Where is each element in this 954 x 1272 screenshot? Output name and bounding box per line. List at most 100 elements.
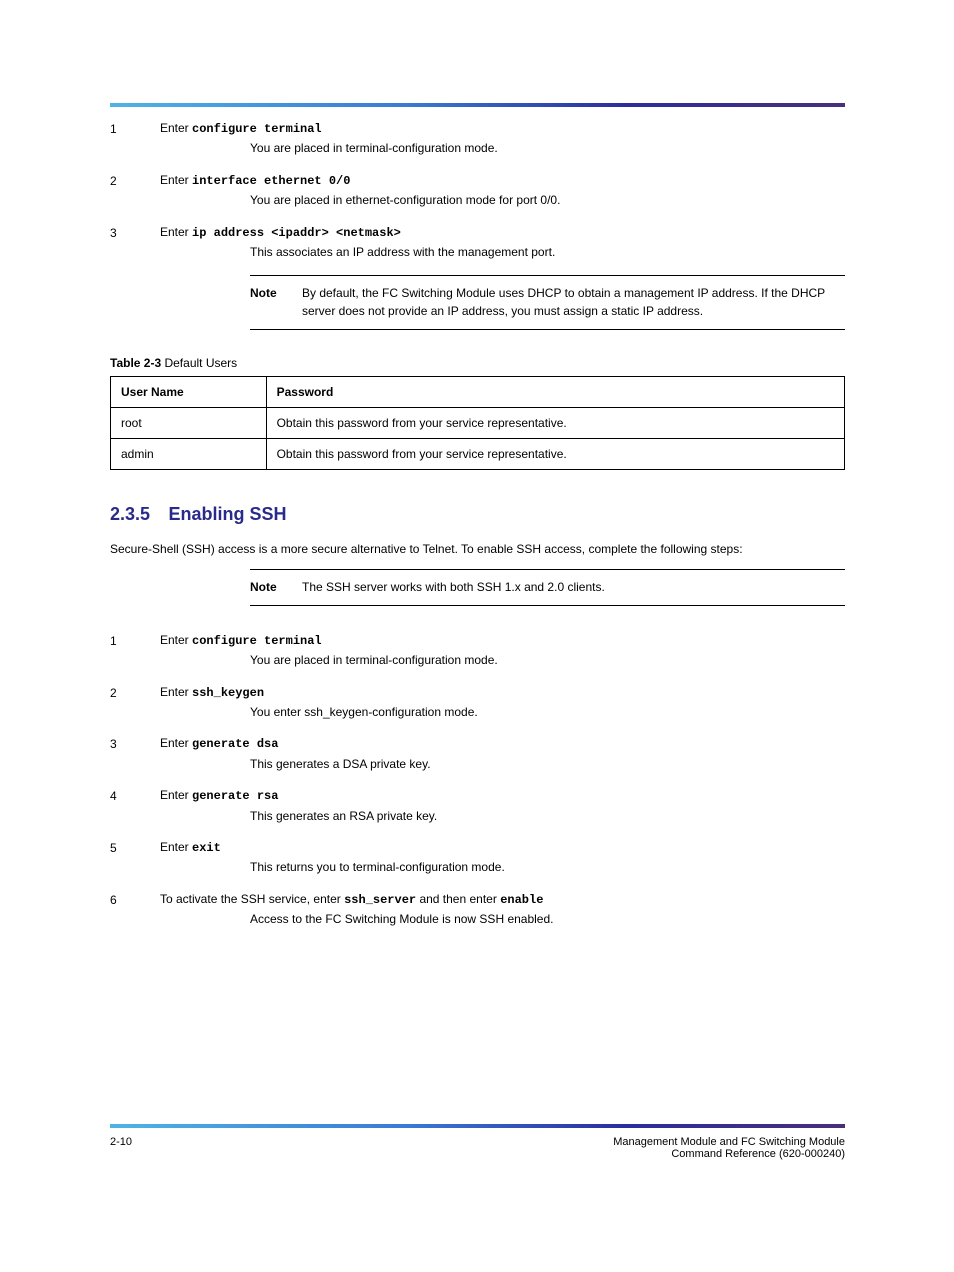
note-rule-bottom bbox=[250, 329, 845, 330]
step-num-text: 2 bbox=[110, 686, 117, 700]
note-body: The SSH server works with both SSH 1.x a… bbox=[302, 579, 845, 596]
step-text: Enter exit bbox=[160, 839, 845, 857]
step-row: 1 Enter configure terminal bbox=[110, 632, 845, 650]
step-num-text: 2 bbox=[110, 174, 117, 188]
step-description: You are placed in terminal-configuration… bbox=[250, 140, 845, 157]
step-number: 3 bbox=[110, 735, 160, 751]
table-caption-text: Default Users bbox=[164, 356, 237, 370]
note-inner: Note The SSH server works with both SSH … bbox=[250, 573, 845, 602]
note-rule-bottom bbox=[250, 605, 845, 606]
default-users-table: User Name Password root Obtain this pass… bbox=[110, 376, 845, 470]
step-description: You enter ssh_keygen-configuration mode. bbox=[250, 704, 845, 721]
step-label: Enter bbox=[160, 685, 192, 699]
step-command: ip address <ipaddr> <netmask> bbox=[192, 226, 401, 240]
step-text: Enter generate dsa bbox=[160, 735, 845, 753]
step-text: Enter ip address <ipaddr> <netmask> bbox=[160, 224, 845, 242]
page-footer: 2-10 Management Module and FC Switching … bbox=[110, 1136, 845, 1160]
step-num-text: 5 bbox=[110, 841, 117, 855]
step-text: Enter ssh_keygen bbox=[160, 684, 845, 702]
section-number: 2.3.5 bbox=[110, 504, 150, 525]
step-label-mid: and then enter bbox=[416, 892, 500, 906]
table-cell-username: admin bbox=[111, 439, 267, 470]
step-number: 2 bbox=[110, 684, 160, 700]
step-text: To activate the SSH service, enter ssh_s… bbox=[160, 891, 845, 909]
step-command: ssh_keygen bbox=[192, 686, 264, 700]
step-row: 4 Enter generate rsa bbox=[110, 787, 845, 805]
step-label: Enter bbox=[160, 225, 192, 239]
note-inner: Note By default, the FC Switching Module… bbox=[250, 279, 845, 326]
bottom-gradient-bar bbox=[110, 1124, 845, 1128]
step-description: You are placed in terminal-configuration… bbox=[250, 652, 845, 669]
step-row: 5 Enter exit bbox=[110, 839, 845, 857]
footer-title-line1: Management Module and FC Switching Modul… bbox=[613, 1136, 845, 1148]
note-body: By default, the FC Switching Module uses… bbox=[302, 285, 845, 320]
step-number: 4 bbox=[110, 787, 160, 803]
note-block: Note By default, the FC Switching Module… bbox=[110, 275, 845, 330]
section-heading: 2.3.5 Enabling SSH bbox=[110, 504, 845, 525]
note-rule-top bbox=[250, 275, 845, 276]
step-row: 6 To activate the SSH service, enter ssh… bbox=[110, 891, 845, 909]
step-number: 2 bbox=[110, 172, 160, 188]
default-users-table-wrap: Table 2-3 Default Users User Name Passwo… bbox=[110, 356, 845, 470]
note-rule-top bbox=[250, 569, 845, 570]
footer-title-line2: Command Reference (620-000240) bbox=[613, 1148, 845, 1160]
step-text: Enter generate rsa bbox=[160, 787, 845, 805]
step-description: This generates a DSA private key. bbox=[250, 756, 845, 773]
table-row: root Obtain this password from your serv… bbox=[111, 408, 845, 439]
step-number: 6 bbox=[110, 891, 160, 907]
table-cell-password: Obtain this password from your service r… bbox=[266, 408, 844, 439]
step-row: 3 Enter generate dsa bbox=[110, 735, 845, 753]
step-label: Enter bbox=[160, 633, 192, 647]
page-content: 1 Enter configure terminal You are place… bbox=[110, 120, 845, 943]
step-command: generate dsa bbox=[192, 737, 278, 751]
steps-a: 1 Enter configure terminal You are place… bbox=[110, 120, 845, 261]
table-cell-username: root bbox=[111, 408, 267, 439]
step-description: This associates an IP address with the m… bbox=[250, 244, 845, 261]
section-name: Enabling SSH bbox=[169, 504, 287, 525]
step-command: interface ethernet 0/0 bbox=[192, 174, 350, 188]
section-lead: Secure-Shell (SSH) access is a more secu… bbox=[110, 541, 845, 558]
table-header-row: User Name Password bbox=[111, 377, 845, 408]
step-number: 1 bbox=[110, 632, 160, 648]
step-label: Enter bbox=[160, 173, 192, 187]
top-gradient-bar bbox=[110, 103, 845, 107]
step-row: 2 Enter ssh_keygen bbox=[110, 684, 845, 702]
step-num-text: 3 bbox=[110, 226, 117, 240]
step-text: Enter interface ethernet 0/0 bbox=[160, 172, 845, 190]
step-label: Enter bbox=[160, 788, 192, 802]
step-row: 3 Enter ip address <ipaddr> <netmask> bbox=[110, 224, 845, 242]
step-number: 1 bbox=[110, 120, 160, 136]
table-row: admin Obtain this password from your ser… bbox=[111, 439, 845, 470]
step-row: 1 Enter configure terminal bbox=[110, 120, 845, 138]
step-row: 2 Enter interface ethernet 0/0 bbox=[110, 172, 845, 190]
note-label: Note bbox=[250, 285, 286, 320]
step-command: exit bbox=[192, 841, 221, 855]
step-label: Enter bbox=[160, 736, 192, 750]
step-description: This returns you to terminal-configurati… bbox=[250, 859, 845, 876]
steps-b: 1 Enter configure terminal You are place… bbox=[110, 632, 845, 929]
table-header-password: Password bbox=[266, 377, 844, 408]
step-label: Enter bbox=[160, 840, 192, 854]
step-num-text: 3 bbox=[110, 737, 117, 751]
note-block: Note The SSH server works with both SSH … bbox=[110, 569, 845, 606]
step-num-text: 6 bbox=[110, 893, 117, 907]
step-num-text: 1 bbox=[110, 122, 117, 136]
step-description: This generates an RSA private key. bbox=[250, 808, 845, 825]
table-caption: Table 2-3 Default Users bbox=[110, 356, 845, 370]
footer-page-number: 2-10 bbox=[110, 1136, 132, 1160]
table-header-username: User Name bbox=[111, 377, 267, 408]
step-description: You are placed in ethernet-configuration… bbox=[250, 192, 845, 209]
step-command: ssh_server bbox=[344, 893, 416, 907]
step-number: 3 bbox=[110, 224, 160, 240]
table-cell-password: Obtain this password from your service r… bbox=[266, 439, 844, 470]
step-command: generate rsa bbox=[192, 789, 278, 803]
step-text: Enter configure terminal bbox=[160, 632, 845, 650]
step-command-2: enable bbox=[500, 893, 543, 907]
step-number: 5 bbox=[110, 839, 160, 855]
step-command: configure terminal bbox=[192, 122, 322, 136]
step-command: configure terminal bbox=[192, 634, 322, 648]
step-label: Enter bbox=[160, 121, 192, 135]
step-description: Access to the FC Switching Module is now… bbox=[250, 911, 845, 928]
step-text: Enter configure terminal bbox=[160, 120, 845, 138]
footer-right: Management Module and FC Switching Modul… bbox=[613, 1136, 845, 1160]
